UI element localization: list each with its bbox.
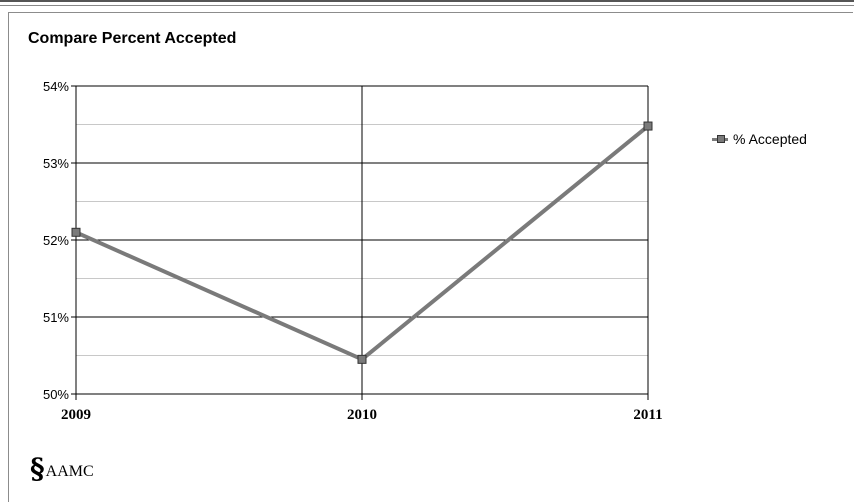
y-tick-label: 51% bbox=[43, 310, 69, 325]
y-tick-label: 53% bbox=[43, 156, 69, 171]
x-tick-label: 2011 bbox=[633, 407, 662, 423]
y-tick-label: 50% bbox=[43, 387, 69, 402]
x-tick-label: 2009 bbox=[61, 407, 91, 423]
y-tick-label: 52% bbox=[43, 233, 69, 248]
x-tick-label: 2010 bbox=[347, 407, 377, 423]
y-tick-label: 54% bbox=[43, 79, 69, 94]
chart-title: Compare Percent Accepted bbox=[28, 30, 237, 47]
legend: % Accepted bbox=[712, 131, 807, 147]
legend-label: % Accepted bbox=[733, 131, 807, 147]
data-point bbox=[71, 227, 81, 237]
top-rule-secondary bbox=[0, 5, 854, 6]
chart-panel bbox=[8, 12, 853, 502]
top-rule bbox=[0, 0, 854, 2]
data-point bbox=[643, 121, 653, 131]
data-point bbox=[357, 354, 367, 364]
logo-text: AAMC bbox=[45, 463, 94, 480]
legend-swatch bbox=[712, 135, 728, 143]
aamc-logo: § AAMC bbox=[30, 455, 94, 483]
caduceus-icon: § bbox=[30, 452, 45, 485]
